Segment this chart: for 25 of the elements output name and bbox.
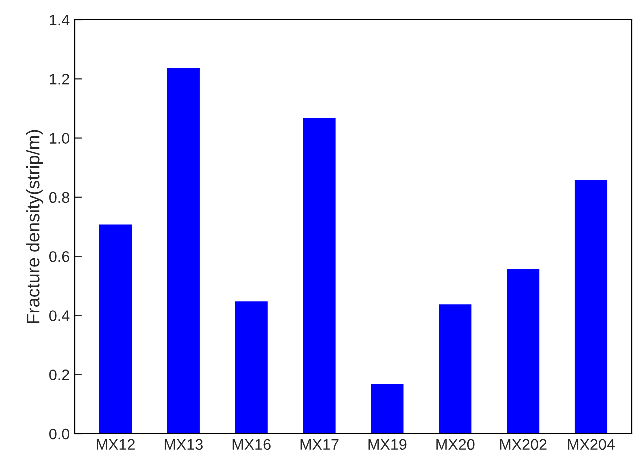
x-tick-label: MX16 bbox=[232, 439, 271, 450]
bar bbox=[506, 268, 541, 434]
bar bbox=[302, 116, 338, 434]
bar bbox=[370, 383, 406, 434]
bar bbox=[98, 223, 134, 434]
y-tick-label: 1.4 bbox=[50, 15, 70, 26]
x-tick-label: MX19 bbox=[368, 439, 407, 450]
bar bbox=[234, 300, 270, 434]
x-tick-label: MX202 bbox=[500, 439, 547, 450]
x-tick-label: MX17 bbox=[300, 439, 339, 450]
y-tick-label: 0.0 bbox=[50, 428, 70, 440]
y-tick-label: 1.2 bbox=[50, 74, 70, 85]
y-tick-label: 0.2 bbox=[50, 370, 70, 381]
y-tick-label: 0.8 bbox=[50, 192, 70, 204]
y-tick-label: 0.4 bbox=[50, 310, 70, 322]
y-tick-label: 0.6 bbox=[50, 251, 70, 262]
y-tick-label: 1.0 bbox=[50, 133, 70, 144]
y-axis-title: Fracture density(strip/m) bbox=[26, 130, 44, 324]
x-tick-label: MX20 bbox=[436, 439, 475, 450]
x-tick-label: MX12 bbox=[97, 439, 135, 450]
bar bbox=[574, 178, 609, 434]
x-tick-label: MX204 bbox=[568, 439, 615, 450]
bar bbox=[166, 66, 202, 434]
x-tick-label: MX13 bbox=[164, 439, 203, 450]
bar bbox=[438, 303, 474, 434]
